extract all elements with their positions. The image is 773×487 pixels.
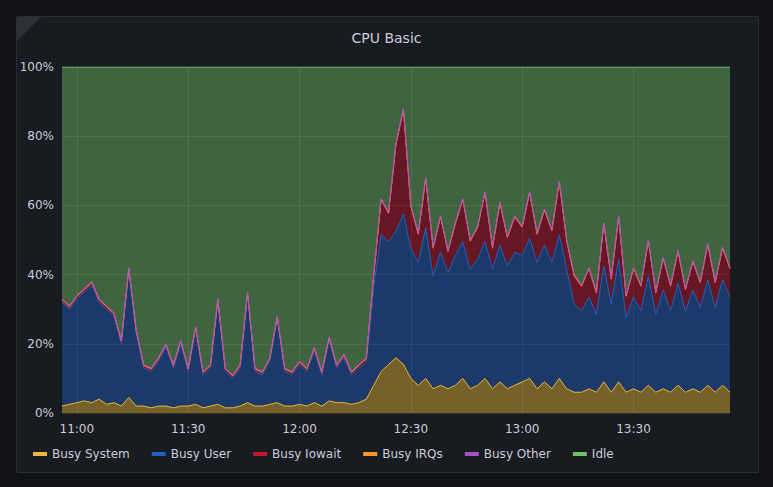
svg-text:13:30: 13:30 [616, 422, 651, 436]
svg-text:80%: 80% [27, 129, 54, 143]
svg-text:Busy User: Busy User [171, 447, 231, 461]
svg-text:12:30: 12:30 [394, 422, 429, 436]
svg-text:CPU Basic: CPU Basic [352, 30, 422, 46]
svg-text:20%: 20% [27, 337, 54, 351]
svg-text:13:00: 13:00 [505, 422, 540, 436]
svg-text:Busy System: Busy System [52, 447, 130, 461]
svg-text:Idle: Idle [592, 447, 614, 461]
svg-text:11:00: 11:00 [60, 422, 95, 436]
svg-text:100%: 100% [20, 60, 54, 74]
svg-text:Busy Iowait: Busy Iowait [272, 447, 341, 461]
svg-text:Busy Other: Busy Other [484, 447, 551, 461]
svg-text:40%: 40% [27, 268, 54, 282]
svg-text:60%: 60% [27, 198, 54, 212]
svg-text:Busy IRQs: Busy IRQs [382, 447, 443, 461]
svg-text:0%: 0% [35, 406, 54, 420]
svg-text:11:30: 11:30 [171, 422, 206, 436]
svg-text:12:00: 12:00 [282, 422, 317, 436]
